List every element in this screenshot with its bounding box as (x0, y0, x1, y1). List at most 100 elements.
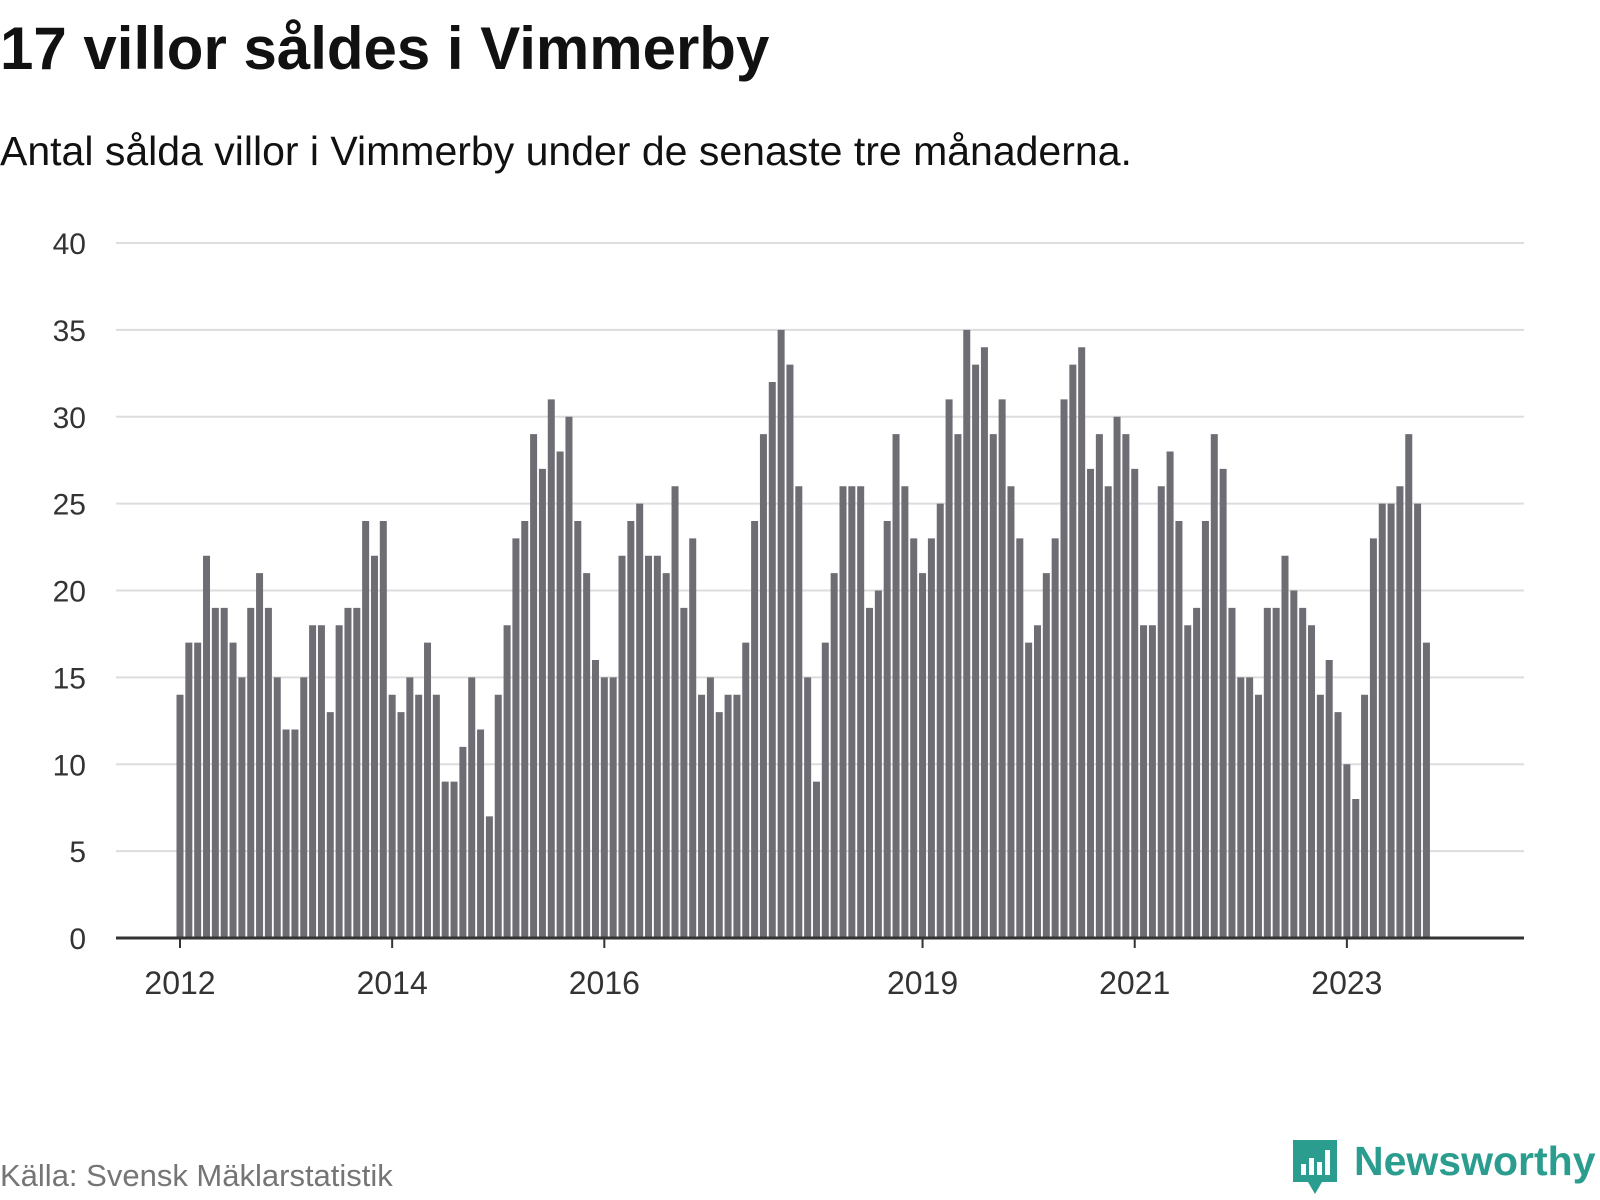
bar (1122, 434, 1130, 938)
bar (1352, 799, 1360, 938)
bar (291, 729, 299, 938)
bar (450, 781, 458, 938)
bar (768, 382, 776, 938)
axes (116, 936, 1524, 948)
bar (998, 399, 1006, 938)
bar (1113, 416, 1121, 938)
bar (653, 555, 661, 938)
bar (211, 607, 219, 938)
bar (335, 625, 343, 938)
bar (627, 521, 635, 938)
chart-title: 17 villor såldes i Vimmerby (0, 15, 770, 82)
bar (256, 573, 264, 938)
bar (777, 329, 785, 938)
bar (1078, 347, 1086, 938)
bar (857, 486, 865, 938)
bar (503, 625, 511, 938)
bar (1166, 451, 1174, 938)
bar (388, 694, 396, 938)
bar (1281, 555, 1289, 938)
bar (477, 729, 485, 938)
bar (432, 694, 440, 938)
bar (317, 625, 325, 938)
bar (954, 434, 962, 938)
bar (821, 642, 829, 938)
bar (1387, 503, 1395, 938)
bar (759, 434, 767, 938)
bar (1299, 607, 1307, 938)
bar (645, 555, 653, 938)
y-tick-label: 10 (53, 749, 86, 782)
y-tick-label: 0 (69, 923, 86, 956)
bar (468, 677, 476, 938)
bar (1325, 660, 1333, 938)
source-note: Källa: Svensk Mäklarstatistik (0, 1158, 393, 1193)
bar (751, 521, 759, 938)
bar (1025, 642, 1033, 938)
bar (1193, 607, 1201, 938)
bar (901, 486, 909, 938)
bar (972, 364, 980, 938)
bar (812, 781, 820, 938)
bar (963, 329, 971, 938)
bar (406, 677, 414, 938)
bar (238, 677, 246, 938)
bar (689, 538, 697, 938)
bar (247, 607, 255, 938)
bar (618, 555, 626, 938)
newsworthy-logo-icon (1293, 1140, 1337, 1194)
bar (866, 607, 874, 938)
bar (786, 364, 794, 938)
bar (1095, 434, 1103, 938)
bar (1246, 677, 1254, 938)
bar (176, 694, 184, 938)
y-tick-label: 25 (53, 489, 86, 522)
bar (459, 746, 467, 938)
bar (795, 486, 803, 938)
bar (326, 712, 334, 938)
bar (1290, 590, 1298, 938)
bar (804, 677, 812, 938)
bar (1219, 468, 1227, 938)
bar (353, 607, 361, 938)
bar (485, 816, 493, 938)
bar (609, 677, 617, 938)
bar (1422, 642, 1430, 938)
x-tick-label: 2023 (1311, 965, 1382, 1001)
bar (936, 503, 944, 938)
bar (1334, 712, 1342, 938)
y-tick-label: 35 (53, 315, 86, 348)
bar (574, 521, 582, 938)
bar (583, 573, 591, 938)
bar-chart: 0 5 10 15 20 25 30 35 40 2012 2014 2016 2019 2021 2023… (53, 200, 1524, 1001)
bar (636, 503, 644, 938)
x-tick-label: 2019 (887, 965, 958, 1001)
bar (910, 538, 918, 938)
x-tick-label: 2021 (1099, 965, 1170, 1001)
bar (1396, 486, 1404, 938)
highlight-data-label: 17 (1425, 200, 1463, 208)
y-tick-label: 15 (53, 662, 86, 695)
bar (203, 555, 211, 938)
bar (662, 573, 670, 938)
bar (273, 677, 281, 938)
bar (538, 468, 546, 938)
bar (698, 694, 706, 938)
bar (1184, 625, 1192, 938)
bar (1272, 607, 1280, 938)
bar (1104, 486, 1112, 938)
bar (706, 677, 714, 938)
brand: Newsworthy (1290, 1138, 1596, 1200)
bar (362, 521, 370, 938)
bar (892, 434, 900, 938)
bar (715, 712, 723, 938)
bar (1369, 538, 1377, 938)
bar (220, 607, 228, 938)
bar (742, 642, 750, 938)
bar (830, 573, 838, 938)
bar (1087, 468, 1095, 938)
bar (1228, 607, 1236, 938)
bar (1042, 573, 1050, 938)
bar (989, 434, 997, 938)
bar (883, 521, 891, 938)
